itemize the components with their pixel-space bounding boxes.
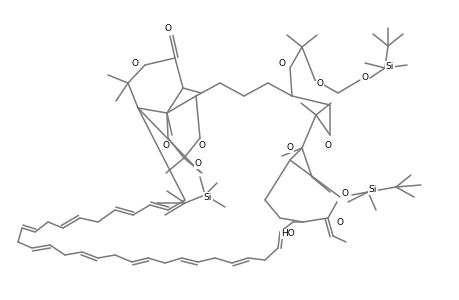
Text: O: O	[198, 142, 205, 151]
Text: Si: Si	[203, 193, 212, 202]
Text: O: O	[286, 143, 293, 152]
Text: HO: HO	[280, 230, 294, 238]
Text: O: O	[316, 79, 323, 88]
Text: O: O	[336, 218, 343, 227]
Text: Si: Si	[368, 185, 376, 194]
Text: O: O	[361, 73, 368, 82]
Text: O: O	[324, 140, 331, 149]
Text: O: O	[341, 190, 348, 199]
Text: O: O	[164, 23, 171, 32]
Text: O: O	[278, 58, 285, 68]
Text: O: O	[162, 142, 169, 151]
Text: O: O	[194, 160, 201, 169]
Text: O: O	[131, 58, 138, 68]
Text: Si: Si	[385, 61, 393, 70]
